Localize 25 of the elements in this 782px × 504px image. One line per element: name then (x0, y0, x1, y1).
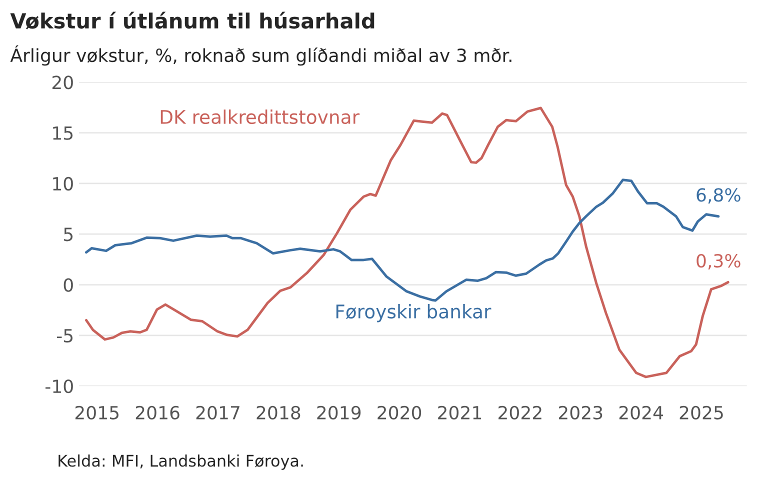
x-tick-label: 2024 (619, 406, 664, 420)
x-tick-label: 2017 (196, 406, 240, 420)
annotation: 6,8% (696, 188, 740, 204)
y-tick-label: 5 (64, 228, 73, 242)
y-tick-label: 20 (52, 76, 73, 90)
y-tick-label: -10 (46, 380, 73, 394)
series-label: Føroyskir bankar (336, 304, 492, 322)
y-tick-label: -5 (57, 329, 73, 343)
text: Kelda: MFI, Landsbanki Føroya. (58, 454, 303, 470)
y-tick-label: 10 (53, 176, 73, 191)
chart-subtitle: Árligur vøkstur, %, roknað sum glíðandi miðal av 3 mðr. (10, 45, 512, 66)
x-tick-label: 2023 (558, 406, 602, 420)
x-tick-label: 2016 (136, 406, 180, 420)
x-tick-label: 2021 (438, 406, 482, 420)
annotation: 0,3% (696, 254, 740, 270)
x-tick-label: 2018 (256, 406, 300, 420)
y-tick-label: 0 (64, 278, 73, 292)
x-tick-label: 2020 (378, 406, 422, 420)
chart-title: Vøkstur í útlánum til húsarhald (10, 12, 374, 30)
x-tick-label: 2015 (75, 406, 119, 420)
x-tick-label: 2019 (317, 406, 361, 420)
x-tick-label: 2025 (680, 406, 723, 420)
text: DK realkredittstovnar (160, 110, 360, 124)
y-tick-label: 15 (53, 126, 73, 140)
x-tick-label: 2022 (498, 406, 542, 420)
